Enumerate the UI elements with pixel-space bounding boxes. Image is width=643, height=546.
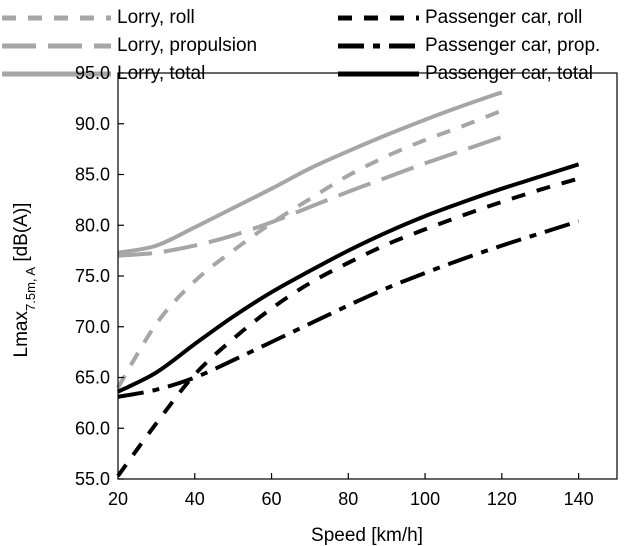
- legend-swatch: [338, 43, 419, 49]
- x-tick-label: 60: [262, 489, 282, 509]
- x-tick-label: 100: [410, 489, 440, 509]
- legend-item-lorry-roll: Lorry, roll: [0, 6, 643, 30]
- y-tick-label: 60.0: [75, 418, 110, 438]
- x-tick-label: 20: [108, 489, 128, 509]
- y-axis-title-subscript: 7.5m, A: [23, 267, 38, 311]
- y-tick-label: 90.0: [75, 114, 110, 134]
- y-axis-title: Lmax7.5m, A [dB(A)]: [11, 203, 38, 358]
- axis-ticks: 20 40 60 80 100 120 140 55.0 60.0 65.0 70.0 75.0 80.…: [75, 63, 594, 509]
- x-tick-label: 120: [487, 489, 517, 509]
- x-tick-label: 80: [338, 489, 358, 509]
- series-line-passenger-car-prop: [117, 219, 580, 399]
- x-axis-title: Speed [km/h]: [311, 525, 423, 546]
- legend-label: Passenger car, prop.: [425, 35, 601, 56]
- series-line-passenger-car-roll: [116, 176, 580, 478]
- legend-item-lorry-propulsion: Lorry, propulsion: [0, 34, 643, 58]
- legend-label: Lorry, roll: [117, 7, 195, 28]
- y-tick-label: 70.0: [75, 317, 110, 337]
- legend-swatch: [338, 71, 419, 77]
- y-tick-label: 95.0: [75, 63, 110, 83]
- y-axis-title-main: Lmax: [11, 311, 32, 358]
- y-tick-label: 75.0: [75, 266, 110, 286]
- legend-label: Lorry, propulsion: [117, 35, 258, 56]
- plot-area-frame: [117, 72, 618, 480]
- x-tick-label: 140: [564, 489, 594, 509]
- legend-item-passenger-car-roll: Passenger car, roll: [0, 6, 643, 30]
- series-layer: [116, 90, 580, 478]
- y-axis-title-unit: [dB(A)]: [11, 203, 32, 267]
- legend-item-passenger-car-prop: Passenger car, prop.: [0, 34, 643, 58]
- legend-swatch: [2, 15, 111, 21]
- y-tick-label: 55.0: [75, 469, 110, 489]
- y-tick-label: 85.0: [75, 165, 110, 185]
- series-line-passenger-car-total: [117, 162, 580, 394]
- x-tick-label: 40: [185, 489, 205, 509]
- legend-swatch: [338, 15, 419, 21]
- series-line-lorry-propulsion: [117, 135, 503, 258]
- series-line-lorry-total: [117, 90, 503, 255]
- y-tick-label: 65.0: [75, 368, 110, 388]
- legend-swatch: [2, 71, 111, 77]
- series-line-lorry-roll: [116, 108, 503, 389]
- y-tick-label: 80.0: [75, 215, 110, 235]
- legend-swatch: [2, 43, 111, 49]
- legend-label: Passenger car, roll: [425, 7, 583, 28]
